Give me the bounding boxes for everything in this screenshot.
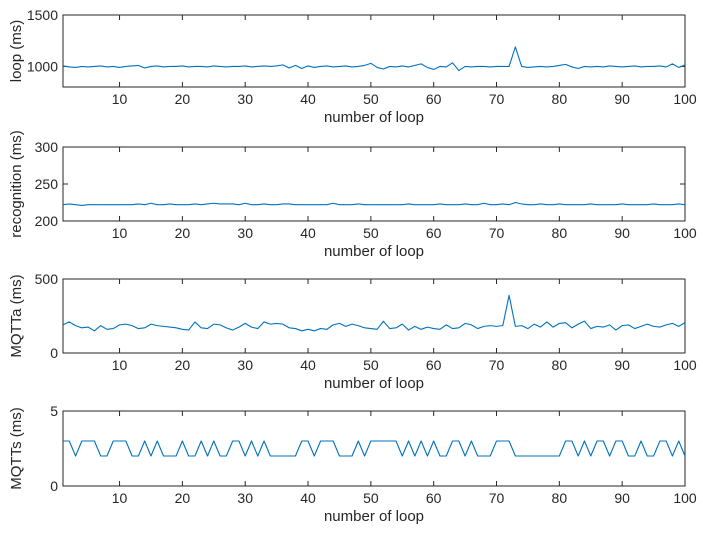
x-axis-label: number of loop (324, 375, 424, 392)
y-tick-label: 300 (35, 139, 59, 155)
x-tick-label: 80 (552, 91, 568, 107)
x-tick-label: 100 (673, 490, 697, 506)
x-tick-label: 30 (237, 225, 253, 241)
y-axis-label: MQTTs (ms) (8, 407, 25, 489)
x-tick-label: 80 (552, 225, 568, 241)
x-tick-label: 30 (237, 91, 253, 107)
x-tick-label: 100 (673, 225, 697, 241)
x-tick-label: 100 (673, 91, 697, 107)
axes-box (62, 14, 686, 88)
y-tick-label: 0 (50, 345, 58, 361)
y-tick-label: 200 (35, 213, 59, 229)
axes-box (62, 410, 686, 487)
x-tick-label: 30 (237, 490, 253, 506)
y-axis-label: MQTTa (ms) (8, 274, 25, 357)
x-tick-label: 60 (426, 357, 442, 373)
subplot-4: 10 20 30 40 50 60 70 80 90 100 0 5 number of loop MQT… (8, 403, 697, 525)
y-tick-label: 1500 (27, 7, 58, 23)
x-tick-label: 80 (552, 357, 568, 373)
x-tick-label: 50 (363, 225, 379, 241)
x-tick-label: 40 (300, 91, 316, 107)
x-tick-label: 60 (426, 225, 442, 241)
x-tick-label: 80 (552, 490, 568, 506)
x-tick-label: 20 (175, 490, 191, 506)
x-tick-label: 70 (489, 225, 505, 241)
y-tick-label: 1000 (27, 58, 58, 74)
series-line (63, 440, 686, 457)
y-axis-label: loop (ms) (8, 20, 25, 83)
y-tick-label: 500 (35, 271, 59, 287)
x-tick-label: 20 (175, 225, 191, 241)
x-tick-label: 100 (673, 357, 697, 373)
x-tick-label: 70 (489, 91, 505, 107)
series-line (62, 294, 686, 332)
x-tick-label: 40 (300, 490, 316, 506)
x-tick-label: 10 (112, 91, 128, 107)
axes-box (62, 278, 686, 354)
x-tick-label: 60 (426, 91, 442, 107)
x-tick-label: 50 (363, 357, 379, 373)
x-tick-label: 90 (614, 91, 630, 107)
axes-box (62, 146, 686, 222)
x-tick-label: 10 (112, 357, 128, 373)
x-tick-label: 90 (614, 357, 630, 373)
subplot-1: 10 20 30 40 50 60 70 80 90 100 1000 1500 number of l… (8, 7, 697, 126)
subplot-3: 10 20 30 40 50 60 70 80 90 100 0 500 number of loop M… (8, 271, 697, 392)
x-tick-label: 20 (175, 357, 191, 373)
x-axis-label: number of loop (324, 243, 424, 260)
x-tick-label: 90 (614, 490, 630, 506)
series-line (62, 201, 686, 207)
x-axis-label: number of loop (324, 508, 424, 525)
y-axis-label: recognition (ms) (8, 130, 25, 238)
y-tick-label: 0 (50, 478, 58, 494)
subplot-2: 10 20 30 40 50 60 70 80 90 100 200 250 300 number of … (8, 130, 697, 260)
x-axis-label: number of loop (324, 109, 424, 126)
x-tick-label: 50 (363, 91, 379, 107)
x-tick-label: 10 (112, 225, 128, 241)
x-tick-label: 10 (112, 490, 128, 506)
x-tick-label: 40 (300, 225, 316, 241)
x-tick-label: 40 (300, 357, 316, 373)
y-tick-label: 250 (35, 176, 59, 192)
x-tick-label: 20 (175, 91, 191, 107)
series-line (62, 46, 686, 72)
x-tick-label: 60 (426, 490, 442, 506)
x-tick-label: 50 (363, 490, 379, 506)
x-tick-label: 70 (489, 490, 505, 506)
x-tick-label: 70 (489, 357, 505, 373)
x-tick-label: 30 (237, 357, 253, 373)
x-tick-label: 90 (614, 225, 630, 241)
y-tick-label: 5 (50, 403, 58, 419)
